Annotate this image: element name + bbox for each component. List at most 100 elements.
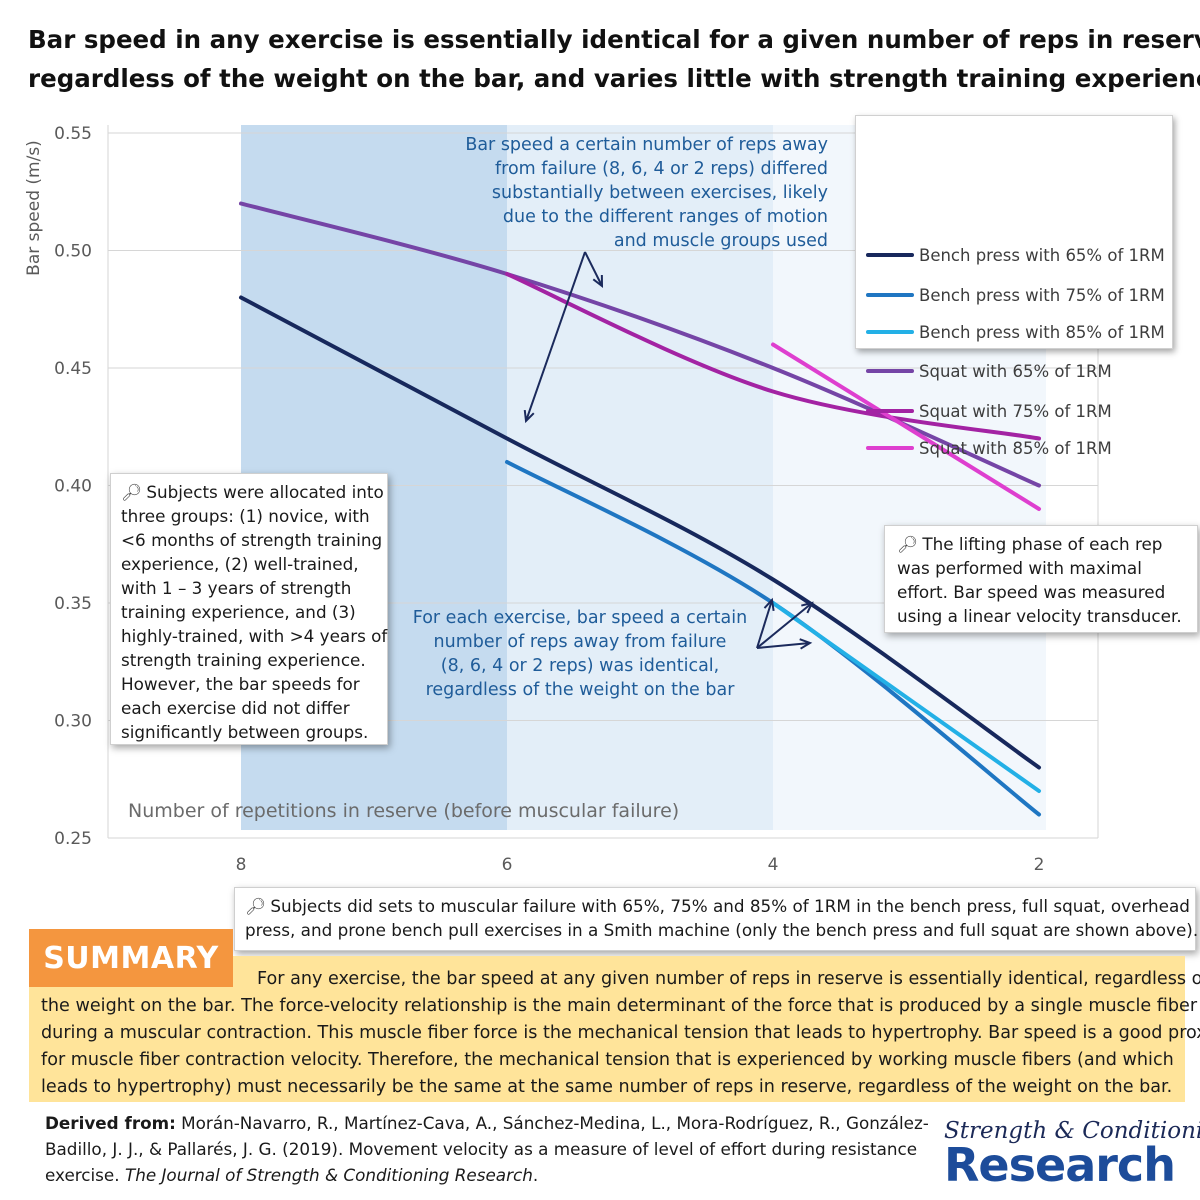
arrow-line [584, 251, 603, 287]
summary-badge: SUMMARY [29, 929, 233, 987]
y-axis-label: Bar speed (m/s) [24, 140, 44, 276]
note-line: three groups: (1) novice, with [121, 506, 370, 526]
note-line: training experience, and (3) [121, 602, 356, 622]
callout-within-exercise: For each exercise, bar speed a certain n… [410, 606, 750, 702]
legend-swatch [866, 369, 914, 373]
callout-line: For each exercise, bar speed a certain [412, 608, 748, 628]
magnifier-icon: 🔎︎ [245, 896, 267, 916]
callout-between-exercises: Bar speed a certain number of reps away … [460, 133, 828, 253]
arrow-line [756, 602, 813, 649]
chart-title-line-2: regardless of the weight on the bar, and… [28, 64, 1200, 93]
citation-journal: The Journal of Strength & Conditioning R… [124, 1165, 533, 1185]
legend-item: Squat with 75% of 1RM [866, 396, 1112, 426]
callout-line: regardless of the weight on the bar [425, 680, 735, 700]
magnifier-icon: 🔎︎ [897, 534, 919, 554]
series-line-4 [239, 201, 1041, 488]
x-tick-label: 2 [1034, 855, 1045, 875]
arrow-line [525, 251, 586, 422]
note-line: strength training experience. [121, 650, 366, 670]
note-line: experience, (2) well-trained, [121, 554, 359, 574]
legend-item: Squat with 85% of 1RM [866, 433, 1112, 463]
chart-legend: Bench press with 65% of 1RM Bench press … [855, 115, 1173, 458]
legend-label: Bench press with 85% of 1RM [919, 322, 1165, 342]
protocol-note: 🔎︎ Subjects did sets to muscular failure … [234, 887, 1199, 951]
y-tick-label: 0.35 [54, 594, 92, 614]
callout-line: from failure (8, 6, 4 or 2 reps) differe… [494, 159, 828, 179]
note-line: each exercise did not differ [121, 698, 350, 718]
legend-swatch [866, 293, 914, 297]
y-tick-label: 0.45 [54, 359, 92, 379]
legend-item: Bench press with 75% of 1RM [866, 280, 1165, 310]
groups-note: 🔎︎ Subjects were allocated into three gro… [110, 473, 388, 745]
x-tick-label: 8 [236, 855, 247, 875]
y-tick-label: 0.40 [54, 477, 92, 497]
legend-swatch [866, 330, 914, 334]
note-line: <6 months of strength training [121, 530, 383, 550]
citation-line: . [532, 1165, 539, 1185]
y-tick-label: 0.25 [54, 829, 92, 849]
note-line: using a linear velocity transducer. [897, 606, 1182, 626]
series-line-1 [239, 295, 1041, 770]
note-line: significantly between groups. [121, 722, 369, 742]
callout-line: due to the different ranges of motion [502, 207, 828, 227]
summary-text: For any exercise, the bar speed at any g… [41, 966, 1200, 1101]
arrow-line [756, 642, 811, 649]
y-tick-label: 0.50 [54, 242, 92, 262]
x-tick-label: 4 [768, 855, 779, 875]
callout-line: Bar speed a certain number of reps away [465, 135, 828, 155]
arrowhead [592, 274, 604, 289]
chart-title-line-1: Bar speed in any exercise is essentially… [28, 25, 1200, 54]
legend-label: Squat with 75% of 1RM [919, 401, 1112, 421]
y-tick-label: 0.30 [54, 712, 92, 732]
series-line-6 [771, 342, 1041, 511]
citation-line: exercise. [45, 1165, 125, 1185]
x-tick-label: 6 [502, 855, 513, 875]
legend-item: Bench press with 85% of 1RM [866, 317, 1165, 347]
series-line-5 [505, 272, 1041, 441]
callout-line: number of reps away from failure [433, 632, 727, 652]
legend-label: Bench press with 65% of 1RM [919, 245, 1165, 265]
callout-line: and muscle groups used [613, 231, 828, 251]
citation-line: Badillo, J. J., & Pallarés, J. G. (2019)… [45, 1139, 918, 1159]
summary-line: during a muscular contraction. This musc… [41, 1023, 1200, 1043]
legend-swatch [866, 409, 914, 413]
x-axis-label: Number of repetitions in reserve (before… [128, 800, 680, 822]
note-line: highly-trained, with >4 years of [121, 626, 388, 646]
note-line: effort. Bar speed was measured [897, 582, 1166, 602]
series-line-3 [771, 601, 1041, 793]
arrowhead [763, 597, 775, 612]
note-line: Subjects did sets to muscular failure wi… [270, 896, 1190, 916]
y-tick-label: 0.55 [54, 124, 92, 144]
callout-line: substantially between exercises, likely [491, 183, 828, 203]
chart-title: Bar speed in any exercise is essentially… [28, 20, 1200, 98]
arrow-line [756, 599, 773, 649]
legend-swatch [866, 446, 914, 450]
arrowhead [801, 601, 814, 614]
legend-swatch [866, 253, 914, 257]
legend-label: Squat with 65% of 1RM [919, 361, 1112, 381]
summary-line: for muscle fiber contraction velocity. T… [41, 1050, 1174, 1070]
note-line: with 1 – 3 years of strength [121, 578, 352, 598]
note-line: Subjects were allocated into [146, 482, 384, 502]
note-line: The lifting phase of each rep [922, 534, 1163, 554]
citation-line: Morán-Navarro, R., Martínez-Cava, A., Sá… [181, 1113, 929, 1133]
note-line: was performed with maximal [897, 558, 1142, 578]
lifting-note: 🔎︎ The lifting phase of each rep was perf… [884, 525, 1198, 633]
magnifier-icon: 🔎︎ [121, 482, 143, 502]
citation: Derived from: Morán-Navarro, R., Martíne… [45, 1110, 929, 1188]
legend-label: Squat with 85% of 1RM [919, 438, 1112, 458]
legend-item: Squat with 65% of 1RM [866, 356, 1112, 386]
summary-line: the weight on the bar. The force-velocit… [41, 996, 1198, 1016]
brand-logo-bottom: Research [944, 1138, 1176, 1192]
legend-label: Bench press with 75% of 1RM [919, 285, 1165, 305]
citation-label: Derived from: [45, 1113, 176, 1133]
note-line: However, the bar speeds for [121, 674, 360, 694]
summary-line: For any exercise, the bar speed at any g… [257, 969, 1200, 989]
note-line: press, and prone bench pull exercises in… [245, 920, 1199, 940]
shaded-band [507, 125, 773, 830]
arrowhead [523, 409, 535, 424]
summary-line: leads to hypertrophy) must necessarily b… [41, 1077, 1173, 1097]
arrowhead [799, 638, 813, 650]
callout-line: (8, 6, 4 or 2 reps) was identical, [440, 656, 720, 676]
